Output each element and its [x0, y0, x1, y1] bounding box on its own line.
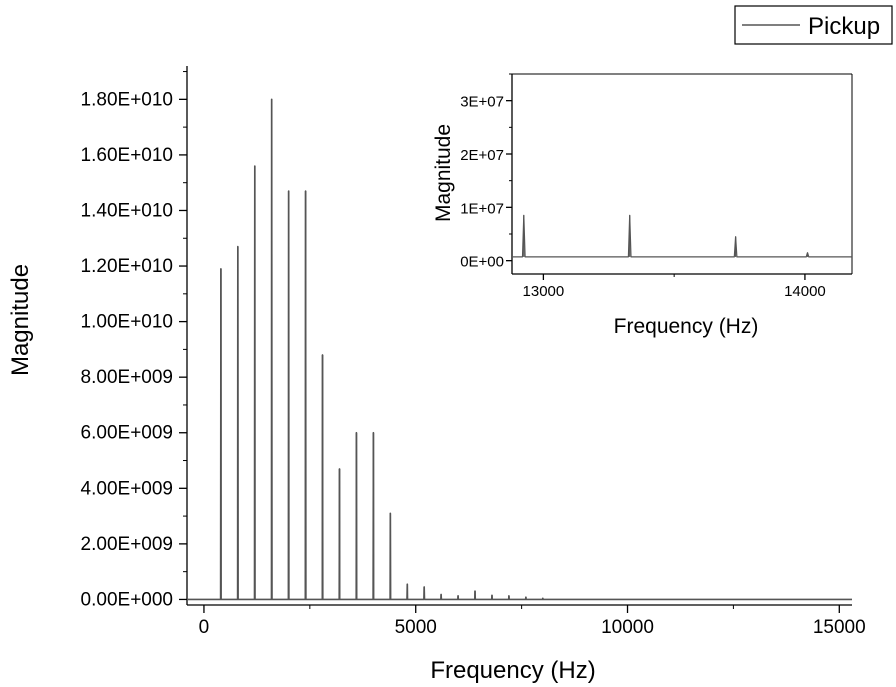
main-y-tick-label: 0.00E+000: [81, 589, 173, 610]
inset-plot: 13000 14000 0E+00 1E+07 2E+07 3E+07: [460, 73, 853, 300]
main-x-tick-label: 10000: [601, 617, 654, 638]
main-y-tick-label: 6.00E+009: [81, 423, 173, 444]
main-y-tick-label: 2.00E+009: [81, 534, 173, 555]
inset-y-axis-title: Magnitude: [432, 124, 455, 222]
inset-plot-area: [512, 74, 852, 274]
main-plot: 0 5000 10000 15000 0.00E+000 2.00E+009 4.00E+0…: [81, 66, 866, 638]
main-y-tick-label: 1.00E+010: [81, 312, 173, 333]
main-y-tick-label: 1.60E+010: [81, 145, 173, 166]
main-y-tick-label: 1.40E+010: [81, 200, 173, 221]
main-y-tick-label: 1.80E+010: [81, 89, 173, 110]
main-x-tick-label: 0: [199, 617, 210, 638]
legend: Pickup: [734, 5, 893, 45]
main-x-axis-title: Frequency (Hz): [430, 657, 595, 684]
inset-series: [512, 214, 852, 258]
inset-y-tick-label: 1E+07: [460, 200, 504, 217]
inset-y-tick-label: 0E+00: [460, 254, 504, 271]
main-y-tick-label: 1.20E+010: [81, 256, 173, 277]
main-y-axis-title: Magnitude: [7, 264, 34, 376]
inset-x-axis-title: Frequency (Hz): [614, 315, 759, 338]
inset-y-tick-label: 2E+07: [460, 147, 504, 164]
legend-box: [734, 5, 893, 45]
inset-x-tick-label: 14000: [784, 283, 826, 300]
inset-y-tick-label: 3E+07: [460, 94, 504, 111]
main-y-tick-label: 8.00E+009: [81, 367, 173, 388]
legend-label: Pickup: [808, 13, 880, 40]
inset-x-tick-label: 13000: [523, 283, 565, 300]
main-x-tick-label: 15000: [813, 617, 866, 638]
main-x-tick-label: 5000: [395, 617, 437, 638]
main-y-tick-label: 4.00E+009: [81, 478, 173, 499]
main-series-pickup: [187, 98, 852, 601]
